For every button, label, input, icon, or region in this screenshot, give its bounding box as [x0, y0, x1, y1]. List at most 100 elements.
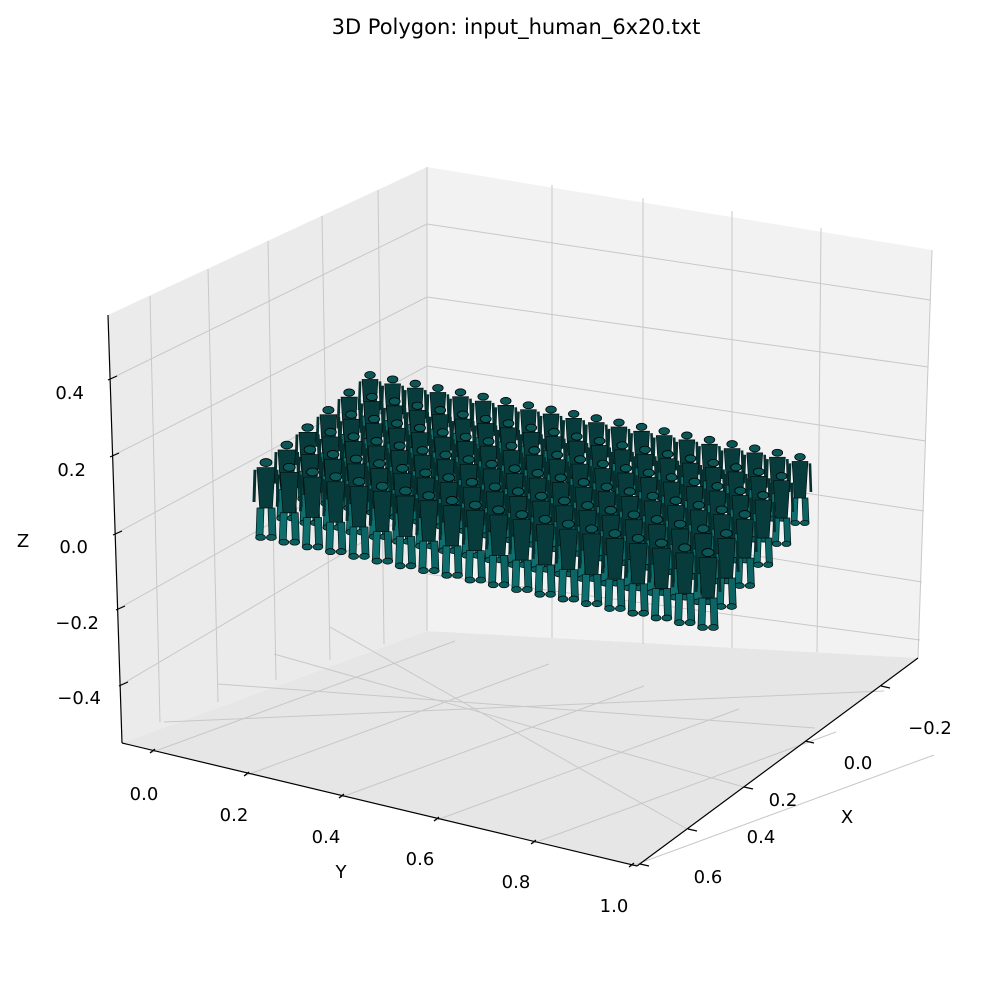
z-tick-label: −0.4	[57, 688, 101, 709]
torso-face	[754, 499, 772, 539]
torso-face	[675, 552, 695, 594]
x-tick-mark	[880, 685, 891, 689]
arm-face	[455, 466, 460, 498]
foot-face	[627, 609, 639, 617]
head-face	[399, 486, 412, 496]
grid-line	[273, 653, 745, 788]
arm-face	[606, 428, 611, 458]
head-face	[600, 482, 613, 492]
arm-face	[584, 424, 588, 454]
foot-face	[684, 619, 696, 627]
arm-face	[317, 438, 322, 470]
head-face	[627, 510, 641, 520]
arm-face	[671, 554, 676, 588]
leg-face	[663, 588, 672, 617]
arm-face	[541, 438, 546, 469]
head-face	[738, 510, 751, 519]
z-tick-label: −0.2	[55, 613, 99, 634]
leg-face	[290, 512, 300, 542]
torso-face	[582, 533, 602, 575]
z-tick-mark	[112, 530, 123, 536]
head-face	[749, 444, 761, 453]
polygon-mesh	[252, 371, 813, 631]
foot-face	[771, 540, 782, 547]
head-face	[535, 491, 548, 501]
leg-face	[371, 531, 381, 561]
arm-face	[735, 540, 740, 573]
head-face	[370, 437, 383, 446]
figure-element	[485, 505, 513, 589]
foot-face	[650, 614, 662, 622]
head-face	[345, 410, 358, 419]
head-face	[753, 467, 765, 476]
leg-face	[477, 550, 486, 579]
x-tick-mark	[743, 786, 754, 790]
head-face	[375, 481, 389, 491]
x-tick-label: 0.4	[747, 827, 776, 848]
leg-face	[267, 507, 277, 537]
torso-face	[372, 490, 392, 533]
figure-element	[438, 496, 466, 579]
foot-face	[800, 519, 810, 526]
arm-face	[438, 507, 443, 540]
head-face	[658, 427, 670, 436]
head-face	[623, 487, 636, 496]
arm-face	[485, 517, 490, 550]
grid-line	[426, 296, 929, 368]
leg-face	[801, 497, 810, 523]
head-face	[655, 538, 668, 548]
arm-face	[609, 451, 614, 482]
head-face	[479, 414, 492, 423]
torso-face	[465, 509, 485, 551]
y-tick-label: 0.6	[406, 849, 435, 870]
head-face	[619, 464, 632, 473]
head-face	[396, 464, 409, 473]
z-axis-line	[107, 314, 123, 744]
leg-face	[697, 597, 707, 627]
figure-element	[647, 538, 675, 622]
arm-face	[461, 512, 466, 545]
head-face	[730, 463, 742, 472]
leg-face	[546, 564, 556, 594]
head-face	[411, 401, 424, 410]
head-face	[726, 440, 738, 449]
foot-face	[591, 600, 603, 608]
head-face	[500, 397, 512, 405]
head-face	[631, 533, 645, 543]
figure-element	[731, 510, 758, 589]
head-face	[324, 427, 337, 437]
y-tick-label: 0.4	[312, 827, 341, 848]
foot-face	[255, 534, 266, 541]
head-face	[554, 473, 567, 483]
leg-face	[395, 536, 404, 565]
foot-face	[335, 548, 347, 556]
arm-face	[368, 493, 373, 526]
arm-face	[252, 469, 257, 503]
foot-face	[487, 581, 499, 589]
x-tick-label: 0.6	[694, 867, 723, 888]
x-tick-label: 0.2	[769, 790, 798, 811]
leg-face	[686, 592, 696, 622]
head-face	[432, 384, 444, 392]
leg-face	[627, 583, 637, 613]
grid-line	[433, 708, 740, 822]
head-face	[445, 496, 459, 505]
arm-face	[361, 425, 366, 456]
leg-face	[674, 592, 684, 622]
arm-face	[392, 498, 397, 531]
arm-face	[601, 540, 606, 574]
arm-face	[345, 488, 350, 521]
head-face	[616, 441, 629, 450]
head-face	[280, 440, 294, 450]
head-face	[684, 454, 697, 463]
arm-face	[409, 457, 414, 489]
foot-face	[580, 600, 592, 608]
head-face	[465, 477, 479, 487]
foot-face	[382, 557, 394, 565]
head-face	[303, 445, 317, 455]
arm-face	[554, 531, 559, 564]
y-tick-mark	[338, 793, 345, 799]
head-face	[368, 414, 381, 424]
leg-face	[430, 540, 440, 570]
